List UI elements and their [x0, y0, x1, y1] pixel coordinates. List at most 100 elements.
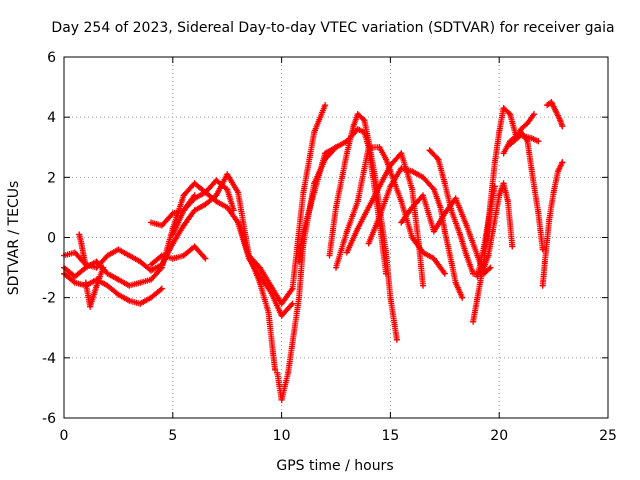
data-point — [296, 258, 303, 265]
data-point — [441, 270, 448, 277]
data-point — [235, 189, 242, 196]
data-point — [180, 207, 187, 214]
data-point — [420, 282, 427, 289]
series-track-23 — [539, 159, 566, 289]
data-marks — [61, 99, 566, 403]
data-point — [398, 219, 405, 226]
data-point — [507, 141, 514, 148]
data-point — [531, 111, 538, 118]
data-point — [333, 144, 339, 151]
data-point — [365, 240, 372, 247]
data-point — [365, 204, 372, 211]
data-point — [489, 228, 496, 235]
data-point — [463, 222, 470, 229]
data-point — [322, 150, 329, 157]
data-point — [552, 108, 559, 115]
data-point — [148, 261, 155, 268]
series-track-22 — [507, 132, 542, 148]
data-point — [559, 159, 566, 166]
data-point — [459, 294, 466, 301]
chart-title: Day 254 of 2023, Sidereal Day-to-day VTE… — [51, 20, 614, 36]
data-point — [430, 255, 437, 262]
data-point — [202, 255, 209, 262]
data-point — [278, 300, 285, 307]
data-point — [441, 210, 448, 217]
data-point — [457, 231, 464, 238]
data-point — [289, 285, 296, 292]
data-point — [87, 303, 94, 310]
data-point — [269, 348, 276, 355]
data-point — [126, 252, 133, 259]
data-point — [507, 111, 514, 118]
data-point — [289, 300, 296, 307]
data-point — [409, 204, 416, 211]
data-point — [557, 117, 564, 124]
data-point — [300, 189, 307, 196]
data-point — [278, 312, 285, 319]
data-point — [326, 252, 333, 259]
x-axis-label: GPS time / hours — [276, 458, 393, 474]
data-point — [524, 120, 531, 127]
data-point — [500, 180, 507, 187]
data-point — [126, 297, 133, 304]
data-point — [559, 123, 566, 130]
data-point — [528, 168, 535, 175]
data-point — [213, 177, 220, 184]
data-point — [430, 186, 437, 193]
data-point — [158, 264, 165, 271]
data-point — [376, 183, 383, 190]
data-point — [76, 231, 83, 238]
data-point — [137, 279, 144, 286]
data-point — [491, 183, 498, 190]
data-point — [104, 270, 111, 277]
series-track-20 — [474, 183, 498, 280]
data-point — [470, 318, 477, 325]
data-point — [296, 294, 303, 301]
data-point — [474, 273, 481, 280]
data-point — [272, 366, 279, 373]
data-point — [496, 129, 503, 136]
data-point — [137, 258, 144, 265]
data-point — [496, 192, 503, 199]
data-point — [548, 99, 555, 106]
data-point — [267, 288, 274, 295]
series-track-24 — [544, 99, 566, 130]
data-point — [333, 204, 339, 211]
data-point — [376, 144, 383, 151]
data-point — [213, 192, 220, 199]
data-point — [289, 339, 296, 346]
data-point — [104, 282, 111, 289]
data-point — [435, 156, 442, 163]
data-point — [441, 228, 448, 235]
data-point — [100, 264, 107, 271]
axis-ticks: 0 5 10 15 20 25 -6 -4 -2 0 2 4 6 — [42, 50, 617, 444]
data-point — [202, 189, 209, 196]
data-point — [365, 138, 372, 145]
data-point — [191, 243, 198, 250]
data-point — [387, 162, 394, 169]
data-point — [541, 258, 548, 265]
x-tick-label: 15 — [381, 428, 399, 444]
data-point — [245, 252, 252, 259]
data-point — [393, 336, 400, 343]
data-point — [82, 261, 89, 268]
data-point — [361, 117, 368, 124]
data-point — [535, 138, 542, 145]
data-point — [430, 228, 437, 235]
data-point — [365, 144, 372, 151]
data-point — [333, 264, 339, 271]
data-point — [126, 282, 133, 289]
data-point — [452, 195, 459, 202]
x-tick-label: 5 — [168, 428, 177, 444]
series-track-4 — [148, 243, 209, 268]
data-point — [256, 279, 263, 286]
data-point — [115, 276, 122, 283]
series-track-16 — [398, 192, 494, 277]
data-point — [350, 123, 357, 130]
data-point — [93, 258, 100, 265]
data-point — [169, 255, 176, 262]
series-track-15 — [365, 165, 466, 301]
data-point — [409, 186, 416, 193]
